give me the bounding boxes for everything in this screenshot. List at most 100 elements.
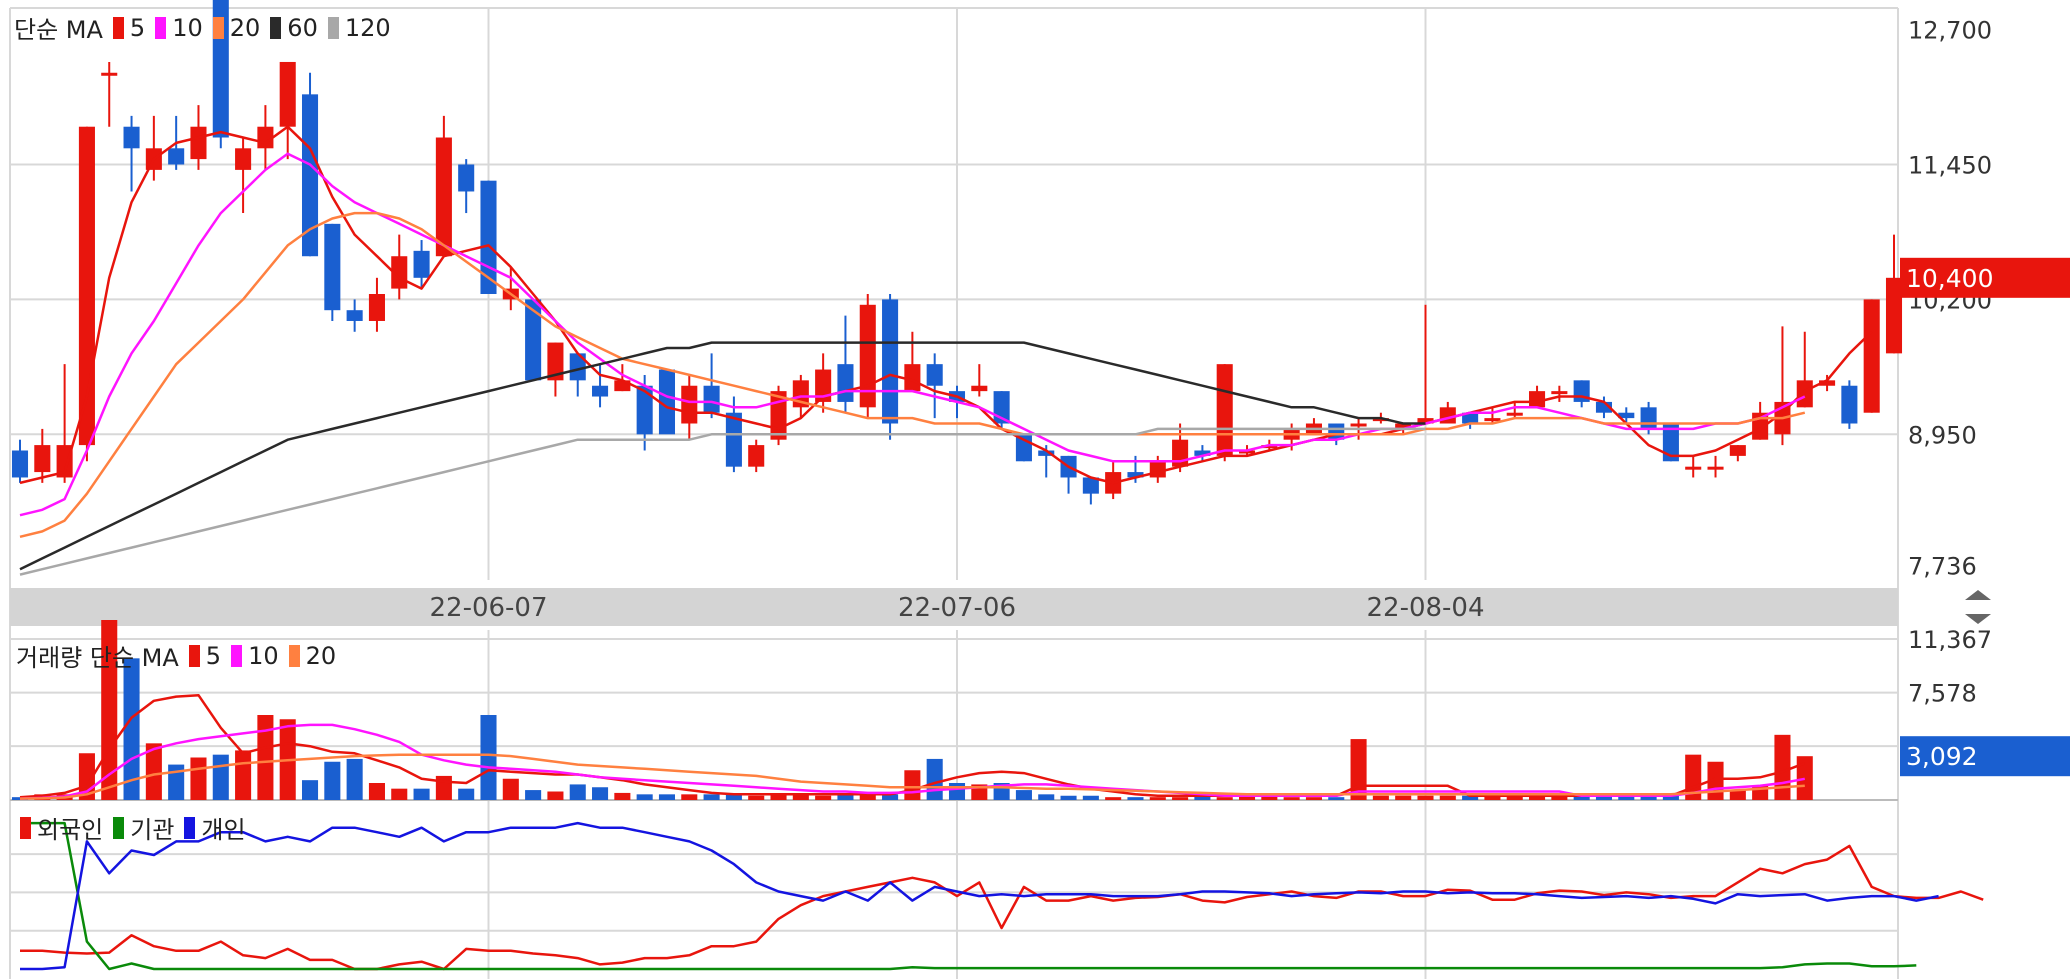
candle-body: [904, 364, 921, 392]
volume-bar: [1127, 797, 1144, 800]
ma60-swatch: [270, 16, 282, 39]
volume-bar: [1506, 795, 1523, 800]
candle-body: [725, 412, 742, 467]
volume-ma-line-5: [19, 693, 1806, 799]
vol-ma10-label: 10: [248, 641, 279, 670]
candle-body: [435, 137, 452, 257]
volume-bar: [1194, 795, 1211, 800]
candle-body: [34, 445, 51, 473]
candle-body: [525, 299, 542, 381]
candle-body: [1216, 364, 1233, 456]
individual-swatch: [184, 816, 196, 839]
volume-bar: [770, 794, 787, 800]
candle-body: [346, 310, 363, 321]
price-tick-label: 11,450: [1908, 151, 1992, 179]
candle-body: [56, 445, 73, 478]
volume-bar: [926, 758, 943, 800]
volume-bar: [257, 715, 274, 800]
ma-line-5: [19, 125, 1873, 485]
last-volume-label: 3,092: [1906, 742, 1978, 771]
candle-body: [1194, 450, 1211, 456]
investor-panel[interactable]: [20, 821, 1984, 971]
candle-body: [1038, 450, 1055, 456]
candle-body: [658, 369, 676, 435]
volume-bar: [859, 794, 876, 800]
candle-body: [1662, 423, 1679, 462]
last-price-tag: [1900, 257, 2070, 298]
candle-body: [1484, 418, 1501, 422]
candle-body: [882, 299, 899, 424]
foreign-label: 외국인: [37, 816, 104, 844]
ma20-label: 20: [229, 13, 261, 42]
candle-body: [681, 385, 698, 424]
volume-bar: [1484, 795, 1501, 800]
ma-line-10: [19, 152, 1806, 517]
volume-bar: [1439, 795, 1456, 800]
volume-bar: [592, 787, 609, 800]
volume-bar: [1015, 790, 1032, 800]
candle-body: [1350, 423, 1367, 427]
ma5-label: 5: [129, 13, 146, 42]
volume-bar: [703, 794, 720, 800]
volume-bar: [1529, 795, 1546, 800]
investor-line-외국인: [20, 844, 1984, 971]
volume-bar: [1462, 795, 1479, 800]
volume-bar: [1060, 795, 1077, 800]
volume-bar: [190, 757, 207, 800]
candle-body: [1372, 418, 1389, 422]
vol-ma5-swatch: [188, 644, 200, 667]
volume-bar: [815, 795, 832, 800]
date-bar: [10, 588, 1898, 626]
volume-bar: [569, 784, 586, 800]
ma20-swatch: [212, 16, 224, 39]
volume-bar: [458, 788, 475, 800]
volume-bar: [882, 794, 899, 800]
candle-body: [368, 294, 385, 321]
volume-bar: [324, 761, 341, 800]
volume-bar: [1216, 797, 1233, 800]
volume-bar: [1573, 795, 1590, 800]
candle-body: [1238, 450, 1256, 454]
date-tick-label: 22-08-04: [1366, 593, 1484, 623]
vol-ma5-label: 5: [205, 641, 222, 670]
volume-panel[interactable]: [11, 620, 1813, 800]
candle-body: [859, 304, 876, 408]
vol-ma20-swatch: [288, 644, 300, 667]
volume-bar: [1283, 797, 1300, 800]
candle-body: [190, 126, 207, 160]
individual-label: 개인: [201, 816, 246, 844]
ma120-label: 120: [344, 13, 391, 42]
volume-bar: [1238, 795, 1256, 800]
foreign-swatch: [20, 816, 31, 839]
price-ma-legend: 단순 MA 5 10 20 60 120: [14, 10, 391, 45]
candle-body: [569, 353, 586, 381]
candle-body: [1439, 407, 1456, 424]
candle-body: [1506, 412, 1523, 416]
volume-bar: [1172, 797, 1189, 800]
candle-body: [235, 148, 252, 170]
institution-label: 기관: [130, 816, 175, 844]
candle-body: [1551, 391, 1568, 395]
candle-body: [1395, 423, 1412, 429]
ma10-swatch: [155, 16, 167, 39]
volume-tick-label: 7,578: [1908, 680, 1977, 708]
volume-bar: [1395, 795, 1412, 800]
candle-body: [1707, 466, 1724, 470]
price-panel[interactable]: [11, 0, 1903, 576]
volume-bar: [681, 794, 698, 800]
volume-bar: [1261, 795, 1278, 800]
grid-lines: [9, 7, 1899, 979]
candle-body: [101, 72, 118, 76]
candle-body: [1529, 391, 1546, 408]
volume-legend-prefix: 거래량 단순 MA: [16, 644, 179, 672]
price-tick-label: 7,736: [1908, 552, 1977, 580]
volume-bar: [1796, 756, 1813, 800]
candle-body: [123, 126, 140, 149]
vol-ma10-swatch: [231, 644, 243, 667]
ma-line-60: [19, 341, 1426, 571]
volume-bar: [1082, 795, 1099, 800]
volume-bar: [948, 783, 966, 800]
investor-line-개인: [20, 821, 1939, 971]
